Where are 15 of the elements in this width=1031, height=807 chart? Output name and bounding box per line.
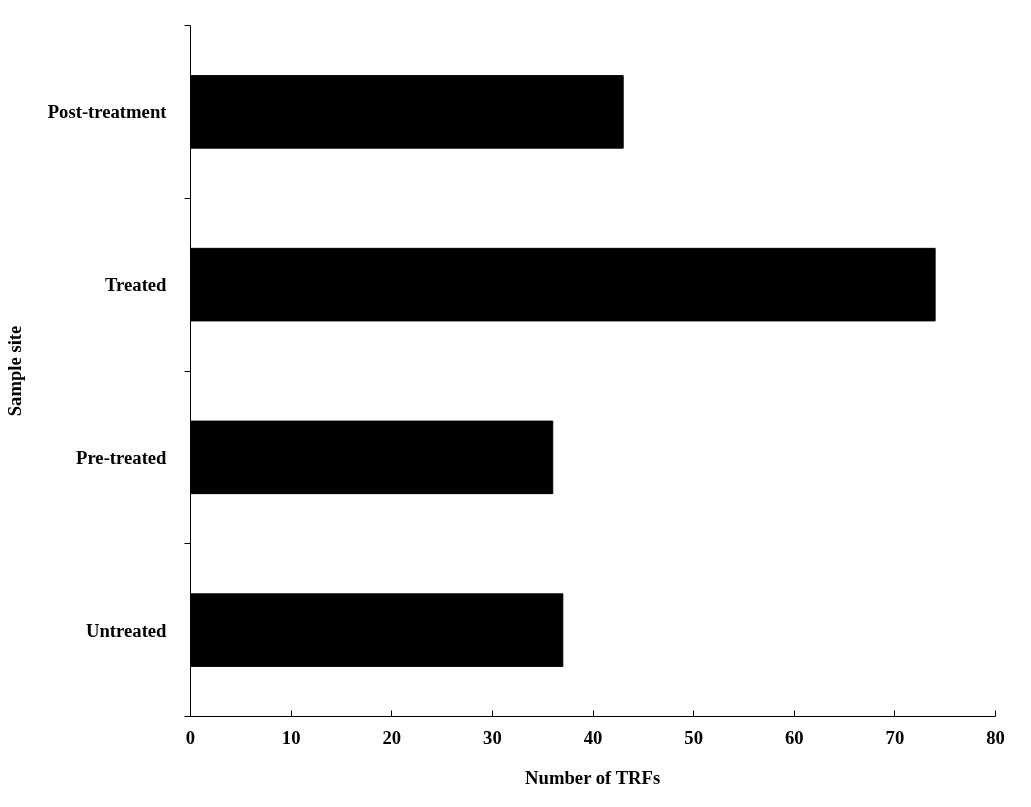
x-tick-label: 20 <box>382 726 402 748</box>
x-tick-label: 0 <box>185 726 196 748</box>
y-tick-label: Post-treatment <box>47 101 168 123</box>
y-tick-label: Treated <box>105 274 168 296</box>
x-tick-label: 80 <box>986 726 1005 748</box>
x-tick-label: 30 <box>483 726 502 748</box>
x-axis-title: Number of TRFs <box>525 766 661 788</box>
y-tick-label: Untreated <box>86 619 168 641</box>
x-tick-label: 60 <box>784 726 804 748</box>
y-axis-title: Sample site <box>3 325 25 417</box>
x-tick-label: 10 <box>281 726 301 748</box>
x-tick-label: 50 <box>684 726 703 748</box>
y-tick-label: Pre-treated <box>76 446 168 468</box>
x-tick-label: 70 <box>885 726 905 748</box>
x-tick-label: 40 <box>583 726 603 748</box>
